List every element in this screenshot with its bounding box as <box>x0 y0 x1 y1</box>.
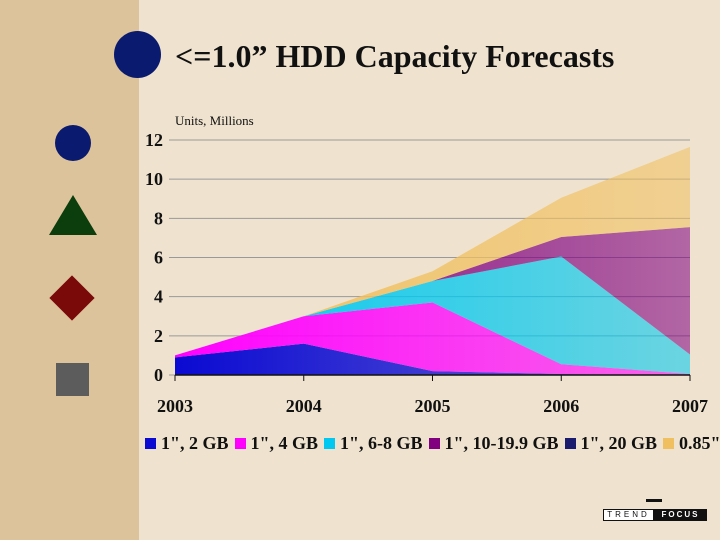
legend-item: 1", 2 GB <box>145 433 229 454</box>
legend-swatch <box>145 438 156 449</box>
logo-right-text: FOCUS <box>654 509 707 521</box>
square-bullet-icon <box>56 363 89 396</box>
legend-label: 1", 20 GB <box>580 433 658 453</box>
triangle-bullet-icon <box>49 195 97 235</box>
legend-item: 1", 20 GB <box>564 433 658 454</box>
legend-swatch <box>663 438 674 449</box>
logo-accent-bar <box>646 499 662 502</box>
legend-label: 0.85" <box>679 433 720 453</box>
legend-swatch <box>234 438 246 449</box>
title-bullet-circle <box>114 31 161 78</box>
y-tick-label: 2 <box>154 326 163 346</box>
circle-bullet-icon <box>55 125 91 161</box>
x-tick-label: 2006 <box>543 396 579 416</box>
area-series-3 <box>175 227 690 356</box>
legend-item: 1", 4 GB <box>234 433 319 454</box>
area-series-2 <box>175 256 690 375</box>
legend-swatch <box>324 438 335 449</box>
slide-title: <=1.0” HDD Capacity Forecasts <box>175 38 615 74</box>
legend-item: 1", 6-8 GB <box>324 433 423 454</box>
area-series-0 <box>175 343 690 375</box>
area-series-1 <box>175 302 690 375</box>
area-series-5 <box>175 146 690 356</box>
legend-label: 1", 4 GB <box>250 433 319 453</box>
legend-label: 1", 2 GB <box>161 433 229 453</box>
x-tick-label: 2005 <box>415 396 451 416</box>
legend-label: 1", 10-19.9 GB <box>444 433 559 453</box>
x-tick-label: 2007 <box>672 396 708 416</box>
y-tick-label: 0 <box>154 365 163 385</box>
legend-label: 1", 6-8 GB <box>340 433 423 453</box>
legend-item: 0.85" <box>663 433 720 454</box>
y-tick-label: 12 <box>145 130 163 150</box>
legend-item: 1", 10-19.9 GB <box>428 433 559 454</box>
y-tick-label: 6 <box>154 248 163 268</box>
chart-legend: 1", 2 GB 1", 4 GB 1", 6-8 GB 1", 10-19.9 GB… <box>145 433 720 454</box>
trendfocus-logo: TREND FOCUS <box>603 497 707 521</box>
legend-swatch <box>428 438 440 449</box>
x-tick-label: 2004 <box>286 396 322 416</box>
legend-swatch <box>564 438 576 449</box>
y-tick-label: 4 <box>154 287 163 307</box>
y-tick-label: 10 <box>145 169 163 189</box>
x-tick-label: 2003 <box>157 396 193 416</box>
left-side-band <box>0 0 139 540</box>
logo-left-text: TREND <box>603 509 654 521</box>
y-tick-label: 8 <box>154 208 163 228</box>
y-axis-unit-label: Units, Millions <box>175 113 254 128</box>
